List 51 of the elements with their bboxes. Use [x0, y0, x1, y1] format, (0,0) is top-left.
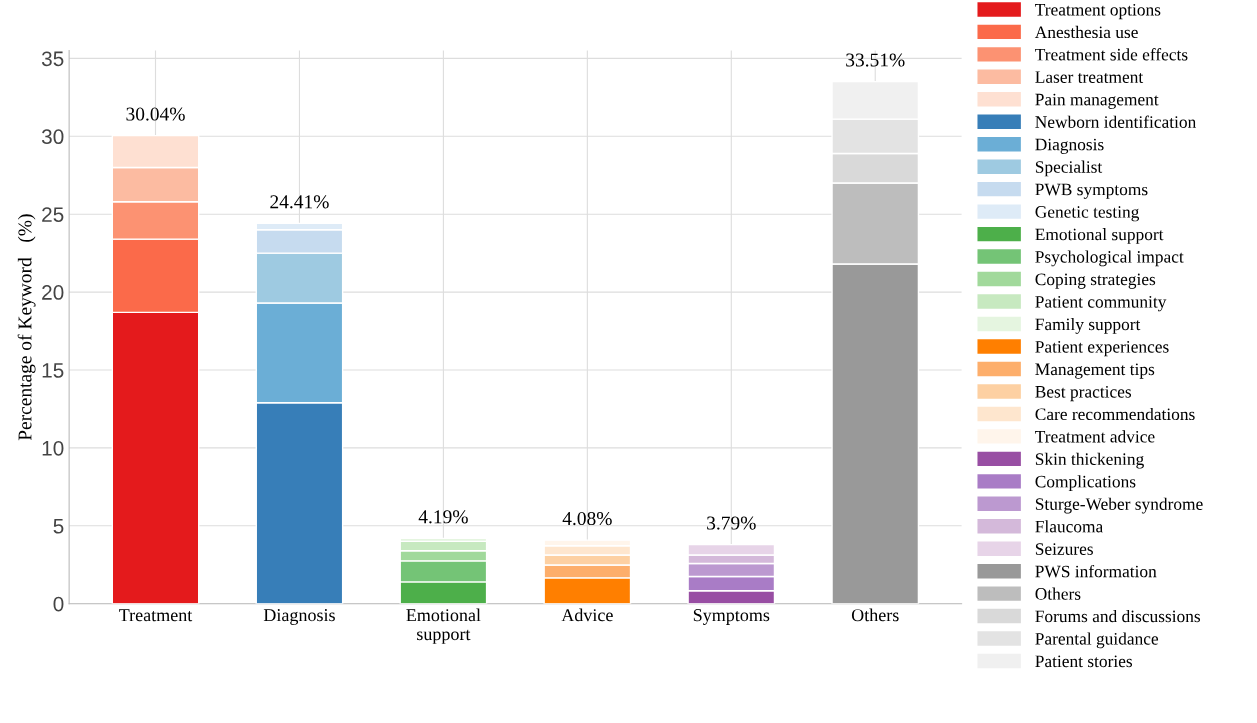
legend-label: Diagnosis [1035, 138, 1104, 154]
legend-label: Coping strategies [1035, 273, 1156, 289]
y-axis-title: Percentage of Keyword (%) [17, 214, 36, 441]
y-tick-label: 20 [42, 285, 64, 300]
legend-label: Treatment options [1035, 3, 1161, 20]
y-tick-label: 10 [42, 440, 64, 456]
legend-label: Flaucoma [1035, 520, 1103, 533]
total-label: 33.51% [846, 53, 905, 67]
x-tick-label: Symptoms [693, 609, 770, 625]
x-tick-label: Emotional support [406, 608, 481, 644]
legend-label: Anesthesia use [1034, 25, 1138, 39]
y-tick-label: 0 [53, 596, 64, 612]
legend-label: Others [1035, 587, 1081, 600]
legend-label: Treatment side effects [1035, 48, 1188, 61]
legend-label: Skin thickening [1035, 452, 1144, 469]
x-tick-label: Diagnosis [263, 609, 335, 625]
total-label: 3.79% [707, 516, 756, 530]
legend-label: Patient community [1035, 296, 1167, 312]
legend-label: Psychological impact [1035, 250, 1184, 267]
y-tick-label: 25 [42, 207, 64, 222]
legend-label: Management tips [1035, 363, 1155, 379]
legend-label: Care recommendations [1035, 407, 1195, 421]
legend-label: Specialist [1035, 160, 1103, 177]
legend-label: Seizures [1035, 543, 1093, 555]
total-label: 24.41% [270, 195, 329, 209]
total-label: 4.19% [418, 510, 468, 524]
y-tick-label: 5 [53, 519, 64, 534]
y-tick-label: 30 [41, 129, 64, 145]
x-tick-label: Advice [561, 608, 613, 622]
y-tick-label: 15 [42, 363, 64, 378]
y-tick-label: 35 [41, 51, 64, 67]
legend-label: Laser treatment [1035, 71, 1144, 83]
legend-label: Genetic testing [1035, 206, 1140, 222]
total-label: 4.08% [562, 511, 612, 526]
legend-label: Family support [1035, 318, 1141, 334]
legend-label: Pain management [1035, 93, 1159, 109]
total-label: 30.04% [126, 107, 185, 121]
x-tick-label: Others [851, 608, 899, 622]
legend-label: Patient experiences [1035, 341, 1169, 357]
legend-label: Forums and discussions [1035, 610, 1201, 623]
legend-label: Complications [1035, 475, 1136, 492]
legend-label: Parental guidance [1035, 632, 1159, 649]
legend-label: PWB symptoms [1035, 183, 1148, 199]
legend-label: Newborn identification [1035, 115, 1197, 128]
legend-label: Emotional support [1035, 228, 1164, 244]
legend-label: PWS information [1035, 564, 1157, 578]
legend-label: Treatment advice [1035, 430, 1155, 443]
legend-label: Best practices [1035, 385, 1132, 402]
legend-label: Patient stories [1035, 655, 1133, 668]
legend-label: Sturge-Weber syndrome [1035, 497, 1203, 514]
x-tick-label: Treatment [119, 609, 193, 622]
